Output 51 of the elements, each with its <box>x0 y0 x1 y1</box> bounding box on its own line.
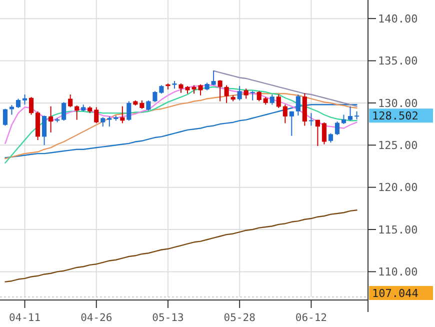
candlestick <box>94 106 99 124</box>
candlestick <box>42 115 47 146</box>
candlestick <box>22 94 28 106</box>
candlestick <box>237 86 242 101</box>
candlestick <box>348 106 353 122</box>
candlestick <box>276 94 281 108</box>
line-series <box>4 209 358 282</box>
x-tick-label: 04-26 <box>80 312 112 324</box>
y-tick-label: 140.00 <box>378 12 418 26</box>
candlestick <box>256 90 262 102</box>
candlestick <box>152 90 158 103</box>
y-tick-label: 125.00 <box>378 138 418 152</box>
text: 128.502 <box>372 109 418 122</box>
candlestick <box>334 121 340 136</box>
candlestick <box>341 114 346 125</box>
candlestick <box>282 104 288 124</box>
y-tick-label: 135.00 <box>378 54 418 68</box>
text: 107.044 <box>372 286 419 300</box>
x-tick-label: 04-11 <box>8 312 41 324</box>
candlestick <box>68 94 73 108</box>
candlestick <box>308 112 314 126</box>
candlestick <box>9 104 14 116</box>
candlestick <box>218 80 222 102</box>
y-tick-label: 120.00 <box>378 181 418 194</box>
y-tick-label: 110.00 <box>378 266 418 279</box>
candlestick <box>211 70 216 86</box>
candlestick <box>270 94 274 106</box>
candlestick <box>250 90 255 101</box>
x-tick-label: 06-12 <box>295 312 328 324</box>
y-tick-label: 115.00 <box>378 223 418 236</box>
candlestick <box>289 110 294 136</box>
x-tick-label: 05-28 <box>224 312 256 324</box>
candlestick <box>244 88 248 100</box>
candlestick <box>315 119 320 146</box>
candlestick <box>28 96 34 116</box>
candlestick <box>198 84 203 96</box>
candlestick <box>2 108 8 126</box>
line-series <box>212 70 358 107</box>
candlestick <box>107 116 112 128</box>
candlestick <box>322 122 326 145</box>
candlestick <box>16 98 21 108</box>
candlestick <box>74 104 80 120</box>
candlestick <box>100 116 106 128</box>
y-tick-label: 130.00 <box>378 96 418 110</box>
candlestick <box>328 132 334 144</box>
candlestick <box>48 106 54 133</box>
candlestick <box>146 100 151 112</box>
candlestick <box>62 102 66 122</box>
candlestick <box>126 100 132 122</box>
candlestick <box>224 84 229 104</box>
x-tick-label: 05-13 <box>152 312 184 324</box>
